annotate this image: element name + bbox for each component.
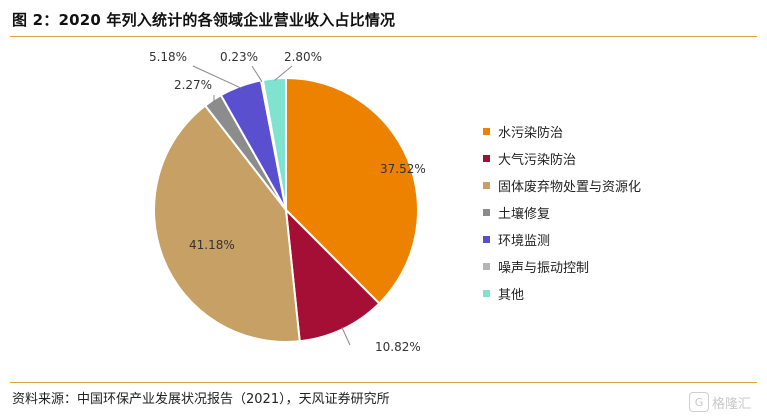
legend: 水污染防治大气污染防治固体废弃物处置与资源化 土壤修复环境监测噪声与振动控制 其他 <box>483 118 641 307</box>
pie-slice <box>285 76 419 305</box>
bottom-divider <box>10 382 757 383</box>
legend-label: 固体废弃物处置与资源化 <box>498 180 642 195</box>
legend-item: 环境监测 <box>483 226 641 253</box>
legend-swatch <box>483 290 490 297</box>
watermark: G 格隆汇 <box>688 392 751 412</box>
legend-label: 土壤修复 <box>498 207 551 222</box>
legend-label: 水污染防治 <box>498 126 564 141</box>
legend-swatch <box>483 155 490 162</box>
legend-swatch <box>483 128 490 135</box>
chart-title: 图 2：2020 年列入统计的各领域企业营业收入占比情况 <box>12 11 396 29</box>
legend-item: 噪声与振动控制 <box>483 253 641 280</box>
watermark-logo-icon: G <box>688 392 709 412</box>
top-divider <box>10 36 757 37</box>
leader-line <box>192 65 242 89</box>
slice-data-label: 2.80% <box>284 50 322 64</box>
legend-swatch <box>483 182 490 189</box>
legend-swatch <box>483 263 490 270</box>
legend-item: 土壤修复 <box>483 199 641 226</box>
slice-data-label: 5.18% <box>149 50 187 64</box>
legend-swatch <box>483 236 490 243</box>
watermark-text: 格隆汇 <box>711 396 751 412</box>
legend-item: 水污染防治 <box>483 118 641 145</box>
legend-item: 固体废弃物处置与资源化 <box>483 172 641 199</box>
leader-line <box>341 327 351 346</box>
source-note: 资料来源：中国环保产业发展状况报告（2021），天风证券研究所 <box>12 392 390 407</box>
legend-label: 噪声与振动控制 <box>498 261 590 276</box>
legend-label: 其他 <box>498 288 525 303</box>
slice-data-label: 10.82% <box>375 340 421 354</box>
slice-data-label: 2.27% <box>174 78 212 92</box>
pie-slice <box>153 104 301 343</box>
slice-data-label: 41.18% <box>189 238 235 252</box>
pie-chart: 37.52% 10.82% 41.18% 2.27% 5.18% 0.23% 2.80% <box>149 50 426 354</box>
legend-item: 大气污染防治 <box>483 145 641 172</box>
legend-item: 其他 <box>483 280 641 307</box>
legend-swatch <box>483 209 490 216</box>
legend-label: 环境监测 <box>498 234 551 249</box>
slice-data-label: 0.23% <box>220 50 258 64</box>
slice-data-label: 37.52% <box>380 162 426 176</box>
leader-line <box>251 65 263 83</box>
legend-label: 大气污染防治 <box>498 153 577 168</box>
pie-slice <box>261 76 287 211</box>
leader-line <box>274 65 293 81</box>
